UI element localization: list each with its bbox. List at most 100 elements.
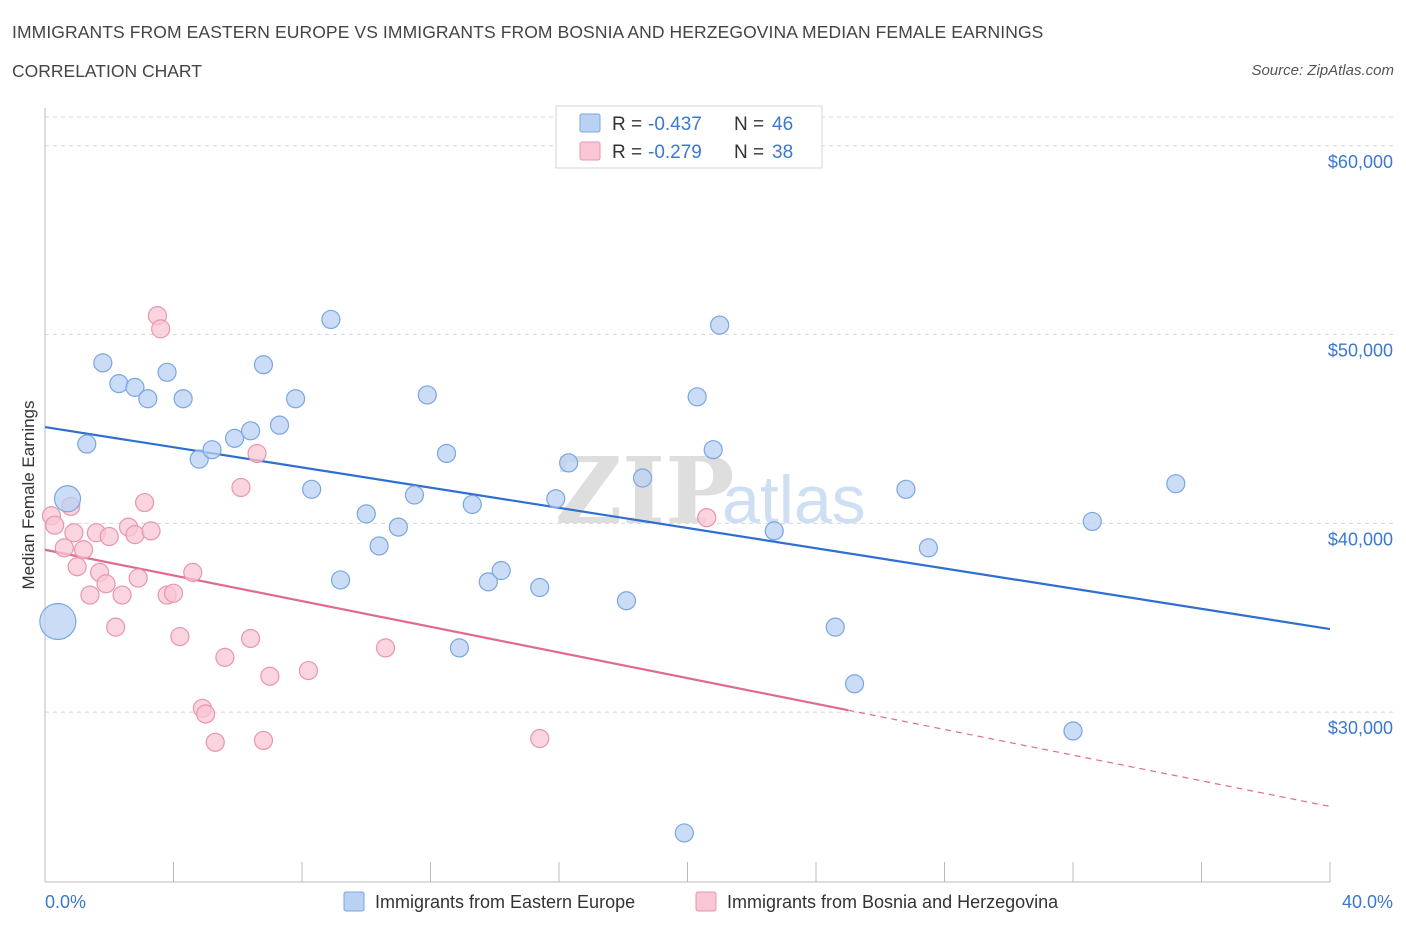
bosnia-point-23: [170, 626, 190, 647]
bosnia-point-6: [73, 540, 94, 560]
eastern-europe-point-7: [157, 362, 177, 382]
eastern-europe-point-41: [918, 538, 939, 558]
bosnia-point-4: [64, 523, 84, 543]
eastern-europe-point-13: [253, 355, 274, 375]
y-tick-labels: $30,000 $40,000 $50,000 $60,000: [1328, 152, 1393, 738]
bosnia-point-30: [241, 628, 261, 649]
eastern-europe-point-37: [764, 521, 784, 541]
data-points: [39, 306, 1186, 843]
bosnia-point-32: [253, 730, 274, 751]
eastern-europe-point-2: [77, 434, 97, 454]
bosnia-point-5: [67, 557, 87, 577]
eastern-europe-point-15: [285, 389, 306, 409]
legend-r-value-1: -0.437: [648, 114, 702, 135]
eastern-europe-point-32: [616, 591, 637, 611]
eastern-europe-point-5: [125, 377, 145, 397]
eastern-europe-point-22: [404, 485, 425, 505]
watermark-zip: ZIP: [555, 437, 734, 545]
eastern-europe-point-9: [189, 449, 209, 469]
bosnia-point-18: [141, 521, 161, 541]
bosnia-point-16: [128, 568, 148, 588]
eastern-europe-point-10: [202, 440, 222, 460]
eastern-europe-point-38: [825, 617, 845, 637]
bosnia-point-37: [697, 508, 717, 528]
eastern-europe-point-35: [703, 440, 723, 460]
bosnia-point-26: [196, 704, 216, 724]
chart-title: IMMIGRANTS FROM EASTERN EUROPE VS IMMIGR…: [12, 22, 1044, 42]
y-axis-label: Median Female Earnings: [19, 401, 38, 590]
eastern-europe-point-24: [436, 443, 457, 464]
eastern-europe-point-43: [1082, 511, 1102, 532]
trend-line-bosnia: [44, 548, 849, 712]
y-tick-label: $50,000: [1328, 341, 1393, 361]
bosnia-point-2: [54, 538, 74, 558]
chart-subtitle: CORRELATION CHART: [12, 61, 202, 81]
eastern-europe-point-45: [674, 823, 694, 843]
legend-n-value-1: 46: [772, 114, 793, 135]
eastern-europe-point-23: [417, 385, 437, 405]
legend-r-label-1: R =: [612, 114, 642, 135]
eastern-europe-point-8: [173, 389, 193, 409]
eastern-europe-point-36: [710, 315, 730, 335]
eastern-europe-point-3: [93, 353, 113, 373]
legend-n-value-2: 38: [772, 142, 793, 163]
axes: [44, 108, 1331, 883]
eastern-europe-point-25: [449, 638, 470, 658]
bottom-legend-label-2: Immigrants from Bosnia and Herzegovina: [727, 892, 1059, 912]
bottom-legend: Immigrants from Eastern Europe Immigrant…: [343, 891, 1059, 912]
bosnia-point-22: [163, 583, 184, 603]
bosnia-point-35: [375, 638, 396, 658]
eastern-europe-point-44: [1166, 474, 1186, 494]
bottom-legend-label-1: Immigrants from Eastern Europe: [375, 892, 635, 912]
x-tick-labels: 0.0% 40.0%: [45, 892, 1393, 912]
bosnia-point-33: [260, 666, 280, 686]
eastern-europe-point-40: [896, 479, 916, 499]
eastern-europe-point-39: [844, 674, 865, 694]
watermark-atlas: atlas: [722, 462, 866, 538]
eastern-europe-point-33: [632, 468, 653, 488]
eastern-europe-point-19: [356, 504, 376, 524]
bosnia-point-17: [134, 492, 155, 513]
eastern-europe-point-6: [138, 389, 158, 409]
eastern-europe-point-0: [39, 602, 77, 641]
bosnia-point-28: [215, 647, 235, 667]
legend-r-value-2: -0.279: [648, 142, 702, 163]
bosnia-point-13: [112, 585, 132, 605]
legend: R = -0.437 N = 46 R = -0.279 N = 38: [555, 105, 823, 169]
bottom-legend-swatch-pink: [695, 891, 717, 912]
legend-swatch-pink: [579, 141, 601, 161]
legend-swatch-blue: [579, 113, 601, 133]
eastern-europe-point-17: [321, 309, 341, 330]
eastern-europe-point-29: [530, 577, 550, 598]
eastern-europe-point-26: [462, 494, 482, 515]
legend-n-label-1: N =: [734, 114, 764, 135]
eastern-europe-point-4: [109, 374, 129, 394]
eastern-europe-point-21: [388, 517, 408, 537]
x-tick-label-min: 0.0%: [45, 892, 86, 912]
x-tick-label-max: 40.0%: [1342, 892, 1393, 912]
bosnia-point-20: [151, 319, 171, 339]
watermark: ZIP atlas: [555, 437, 866, 545]
bosnia-point-36: [530, 728, 550, 749]
y-tick-label: $40,000: [1328, 529, 1393, 549]
bosnia-point-31: [247, 443, 267, 464]
eastern-europe-point-14: [269, 415, 290, 435]
bosnia-point-7: [80, 585, 100, 605]
bosnia-point-27: [205, 732, 225, 752]
legend-n-label-2: N =: [734, 142, 764, 163]
eastern-europe-point-16: [302, 479, 322, 499]
legend-r-label-2: R =: [612, 142, 642, 163]
bosnia-point-12: [106, 617, 126, 637]
eastern-europe-point-28: [491, 560, 511, 581]
eastern-europe-point-31: [559, 453, 579, 473]
eastern-europe-point-12: [241, 421, 261, 441]
eastern-europe-point-30: [546, 489, 566, 509]
bosnia-point-11: [99, 526, 119, 547]
eastern-europe-point-11: [224, 428, 245, 448]
bosnia-point-15: [125, 525, 145, 545]
bottom-legend-swatch-blue: [343, 891, 365, 912]
eastern-europe-point-20: [369, 536, 389, 556]
eastern-europe-point-42: [1063, 721, 1083, 741]
eastern-europe-point-1: [53, 485, 82, 513]
